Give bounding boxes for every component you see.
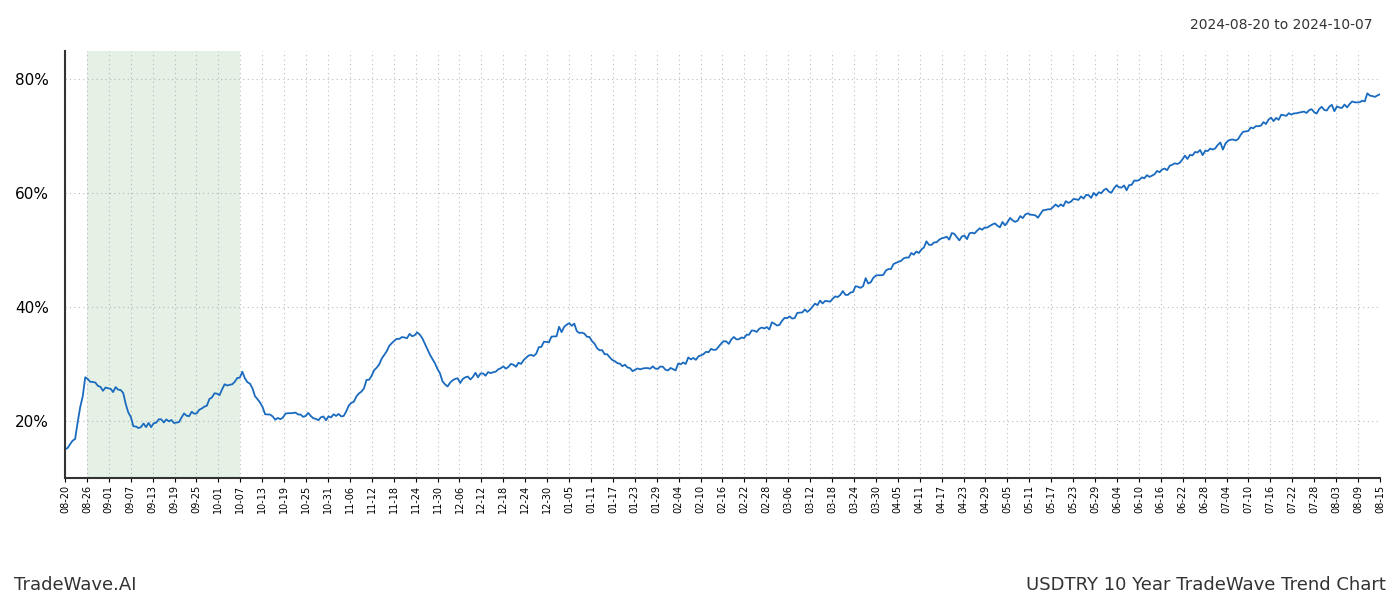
Text: USDTRY 10 Year TradeWave Trend Chart: USDTRY 10 Year TradeWave Trend Chart [1026, 576, 1386, 594]
Text: 2024-08-20 to 2024-10-07: 2024-08-20 to 2024-10-07 [1190, 18, 1372, 32]
Bar [87, 51, 241, 478]
Text: TradeWave.AI: TradeWave.AI [14, 576, 137, 594]
